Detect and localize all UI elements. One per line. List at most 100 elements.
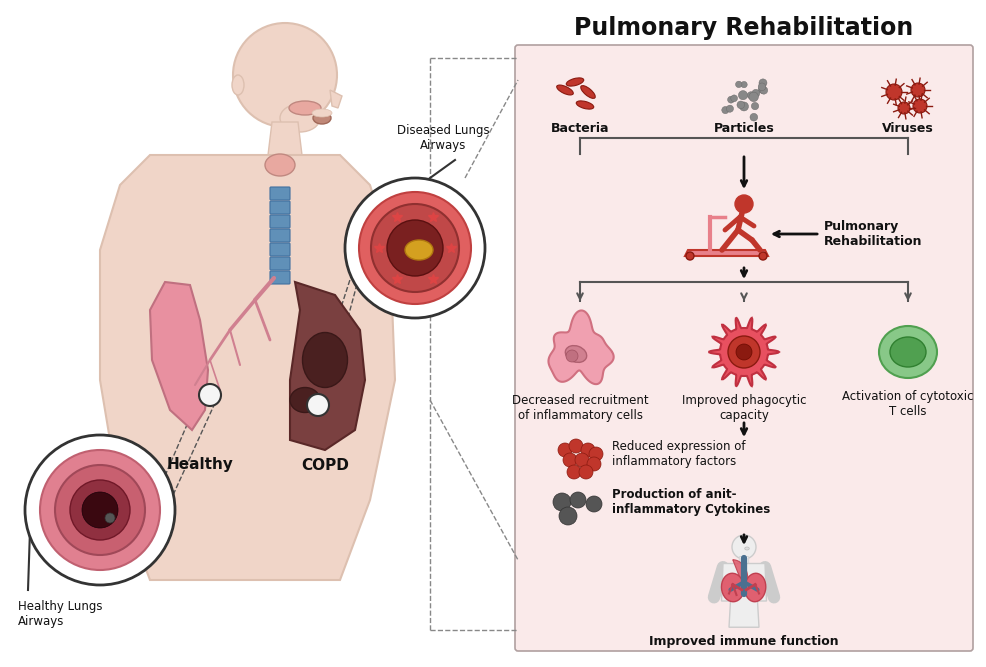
Circle shape (760, 87, 768, 94)
Circle shape (751, 103, 758, 110)
Ellipse shape (289, 101, 321, 115)
Ellipse shape (744, 547, 749, 550)
Circle shape (579, 465, 593, 479)
Text: Bacteria: Bacteria (551, 122, 609, 135)
Ellipse shape (890, 337, 926, 367)
Polygon shape (685, 250, 768, 256)
Polygon shape (150, 282, 208, 430)
Circle shape (563, 453, 577, 467)
Text: Reduced expression of
inflammatory factors: Reduced expression of inflammatory facto… (612, 440, 745, 468)
Circle shape (728, 336, 760, 368)
Circle shape (758, 86, 766, 93)
Circle shape (570, 492, 586, 508)
FancyBboxPatch shape (270, 271, 290, 284)
Circle shape (731, 95, 738, 101)
Circle shape (750, 113, 757, 121)
Ellipse shape (565, 346, 587, 362)
Circle shape (722, 107, 729, 113)
Circle shape (739, 91, 747, 100)
Circle shape (737, 101, 744, 109)
Circle shape (40, 450, 160, 570)
Ellipse shape (280, 104, 320, 132)
Circle shape (566, 350, 578, 362)
Circle shape (581, 443, 595, 457)
Polygon shape (290, 282, 365, 450)
Ellipse shape (879, 326, 937, 378)
FancyBboxPatch shape (270, 187, 290, 200)
Text: Diseased Lungs
Airways: Diseased Lungs Airways (396, 124, 489, 152)
FancyBboxPatch shape (270, 201, 290, 214)
Ellipse shape (232, 75, 244, 95)
Circle shape (886, 84, 902, 100)
Circle shape (735, 195, 753, 213)
FancyBboxPatch shape (740, 556, 748, 566)
FancyBboxPatch shape (515, 45, 973, 651)
Circle shape (740, 81, 747, 88)
Text: Activation of cytotoxic
T cells: Activation of cytotoxic T cells (842, 390, 974, 418)
Polygon shape (548, 310, 613, 384)
Text: Production of anit-
inflammatory Cytokines: Production of anit- inflammatory Cytokin… (612, 488, 770, 516)
Circle shape (758, 83, 766, 91)
Circle shape (587, 457, 601, 471)
Circle shape (567, 465, 581, 479)
Circle shape (371, 204, 459, 292)
FancyBboxPatch shape (270, 257, 290, 270)
Circle shape (82, 492, 118, 528)
Circle shape (25, 435, 175, 585)
Circle shape (740, 102, 748, 111)
FancyBboxPatch shape (270, 215, 290, 228)
Ellipse shape (557, 85, 573, 95)
Text: Particles: Particles (714, 122, 774, 135)
Circle shape (575, 453, 589, 467)
Circle shape (747, 91, 754, 99)
Circle shape (736, 344, 752, 360)
Circle shape (736, 81, 742, 87)
Circle shape (728, 96, 735, 103)
Polygon shape (709, 318, 779, 386)
FancyBboxPatch shape (270, 229, 290, 242)
Text: Viruses: Viruses (882, 122, 934, 135)
Circle shape (199, 384, 221, 406)
Ellipse shape (290, 388, 320, 412)
Polygon shape (100, 155, 395, 580)
Circle shape (727, 105, 734, 112)
Ellipse shape (576, 101, 594, 109)
Circle shape (759, 79, 767, 87)
Text: Improved immune function: Improved immune function (649, 635, 839, 648)
Circle shape (898, 102, 910, 114)
Polygon shape (268, 122, 302, 155)
Circle shape (752, 89, 760, 97)
Circle shape (759, 252, 767, 260)
Circle shape (686, 252, 694, 260)
Ellipse shape (744, 573, 766, 602)
Circle shape (569, 439, 583, 453)
Circle shape (105, 513, 115, 523)
Circle shape (749, 92, 758, 101)
Circle shape (307, 394, 329, 416)
Ellipse shape (405, 240, 433, 260)
Circle shape (586, 496, 602, 512)
Circle shape (70, 480, 130, 540)
Ellipse shape (312, 109, 332, 117)
Text: Pulmonary
Rehabilitation: Pulmonary Rehabilitation (824, 220, 923, 248)
Circle shape (732, 535, 756, 559)
Text: COPD: COPD (301, 458, 349, 472)
FancyBboxPatch shape (270, 243, 290, 256)
Text: Healthy: Healthy (167, 458, 234, 472)
Circle shape (558, 443, 572, 457)
Circle shape (913, 99, 927, 113)
Circle shape (589, 447, 603, 461)
Circle shape (233, 23, 337, 127)
Ellipse shape (566, 78, 584, 86)
Ellipse shape (265, 154, 295, 176)
Text: Pulmonary Rehabilitation: Pulmonary Rehabilitation (575, 16, 914, 40)
Polygon shape (330, 90, 342, 108)
Text: Healthy Lungs
Airways: Healthy Lungs Airways (18, 600, 103, 628)
Circle shape (387, 220, 443, 276)
Ellipse shape (722, 573, 744, 602)
Ellipse shape (581, 85, 596, 98)
Polygon shape (733, 560, 747, 592)
Ellipse shape (313, 112, 331, 124)
Circle shape (559, 507, 577, 525)
Circle shape (359, 192, 471, 304)
